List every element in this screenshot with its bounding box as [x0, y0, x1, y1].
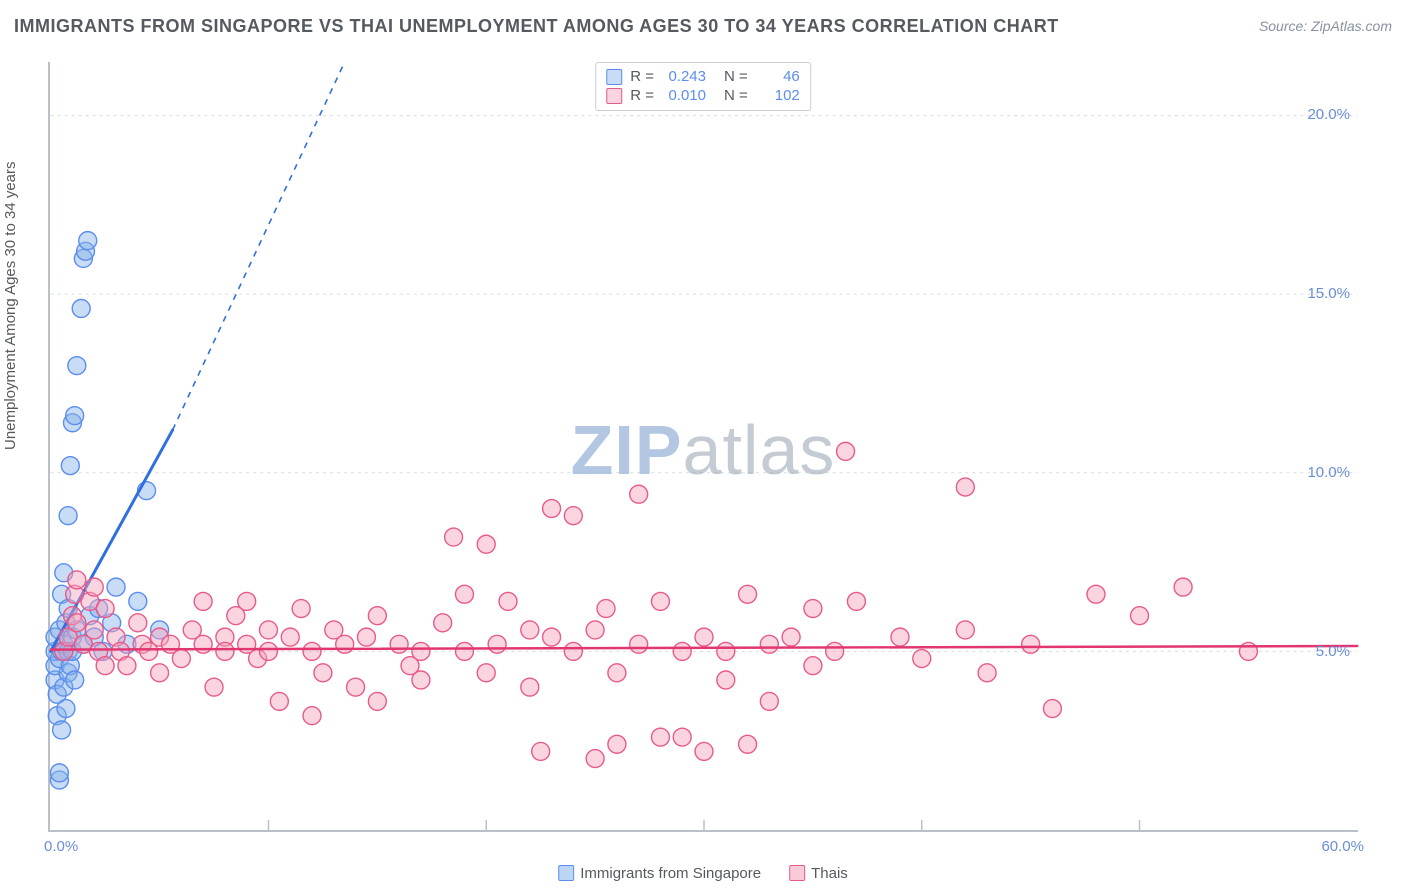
legend-row: R = 0.243 N = 46 [606, 67, 800, 86]
n-value: 102 [756, 87, 800, 104]
legend-bottom-item: Immigrants from Singapore [558, 865, 761, 882]
legend-swatch-icon [606, 88, 622, 104]
legend-bottom-label: Thais [811, 865, 848, 882]
chart-container: IMMIGRANTS FROM SINGAPORE VS THAI UNEMPL… [0, 0, 1406, 892]
y-tick-label: 10.0% [1307, 464, 1350, 481]
n-value: 46 [756, 68, 800, 85]
legend-swatch-icon [558, 865, 574, 881]
legend-swatch-icon [789, 865, 805, 881]
y-tick-label: 5.0% [1316, 643, 1350, 660]
y-tick-label: 15.0% [1307, 285, 1350, 302]
series-legend: Immigrants from Singapore Thais [558, 865, 848, 882]
y-tick-label: 20.0% [1307, 106, 1350, 123]
r-value: 0.243 [662, 68, 706, 85]
legend-row: R = 0.010 N = 102 [606, 86, 800, 105]
correlation-legend: R = 0.243 N = 46 R = 0.010 N = 102 [595, 62, 811, 111]
r-label: R = [630, 68, 654, 85]
n-label: N = [724, 87, 748, 104]
r-label: R = [630, 87, 654, 104]
x-tick-label: 60.0% [1321, 838, 1364, 855]
legend-swatch-icon [606, 69, 622, 85]
x-tick-label: 0.0% [44, 838, 78, 855]
y-axis-label: Unemployment Among Ages 30 to 34 years [2, 161, 19, 450]
plot-area: 5.0%10.0%15.0%20.0%0.0%60.0% [48, 62, 1358, 832]
legend-bottom-item: Thais [789, 865, 848, 882]
chart-svg [50, 62, 1358, 830]
r-value: 0.010 [662, 87, 706, 104]
n-label: N = [724, 68, 748, 85]
legend-bottom-label: Immigrants from Singapore [580, 865, 761, 882]
chart-title: IMMIGRANTS FROM SINGAPORE VS THAI UNEMPL… [14, 16, 1059, 37]
source-label: Source: ZipAtlas.com [1259, 18, 1392, 34]
